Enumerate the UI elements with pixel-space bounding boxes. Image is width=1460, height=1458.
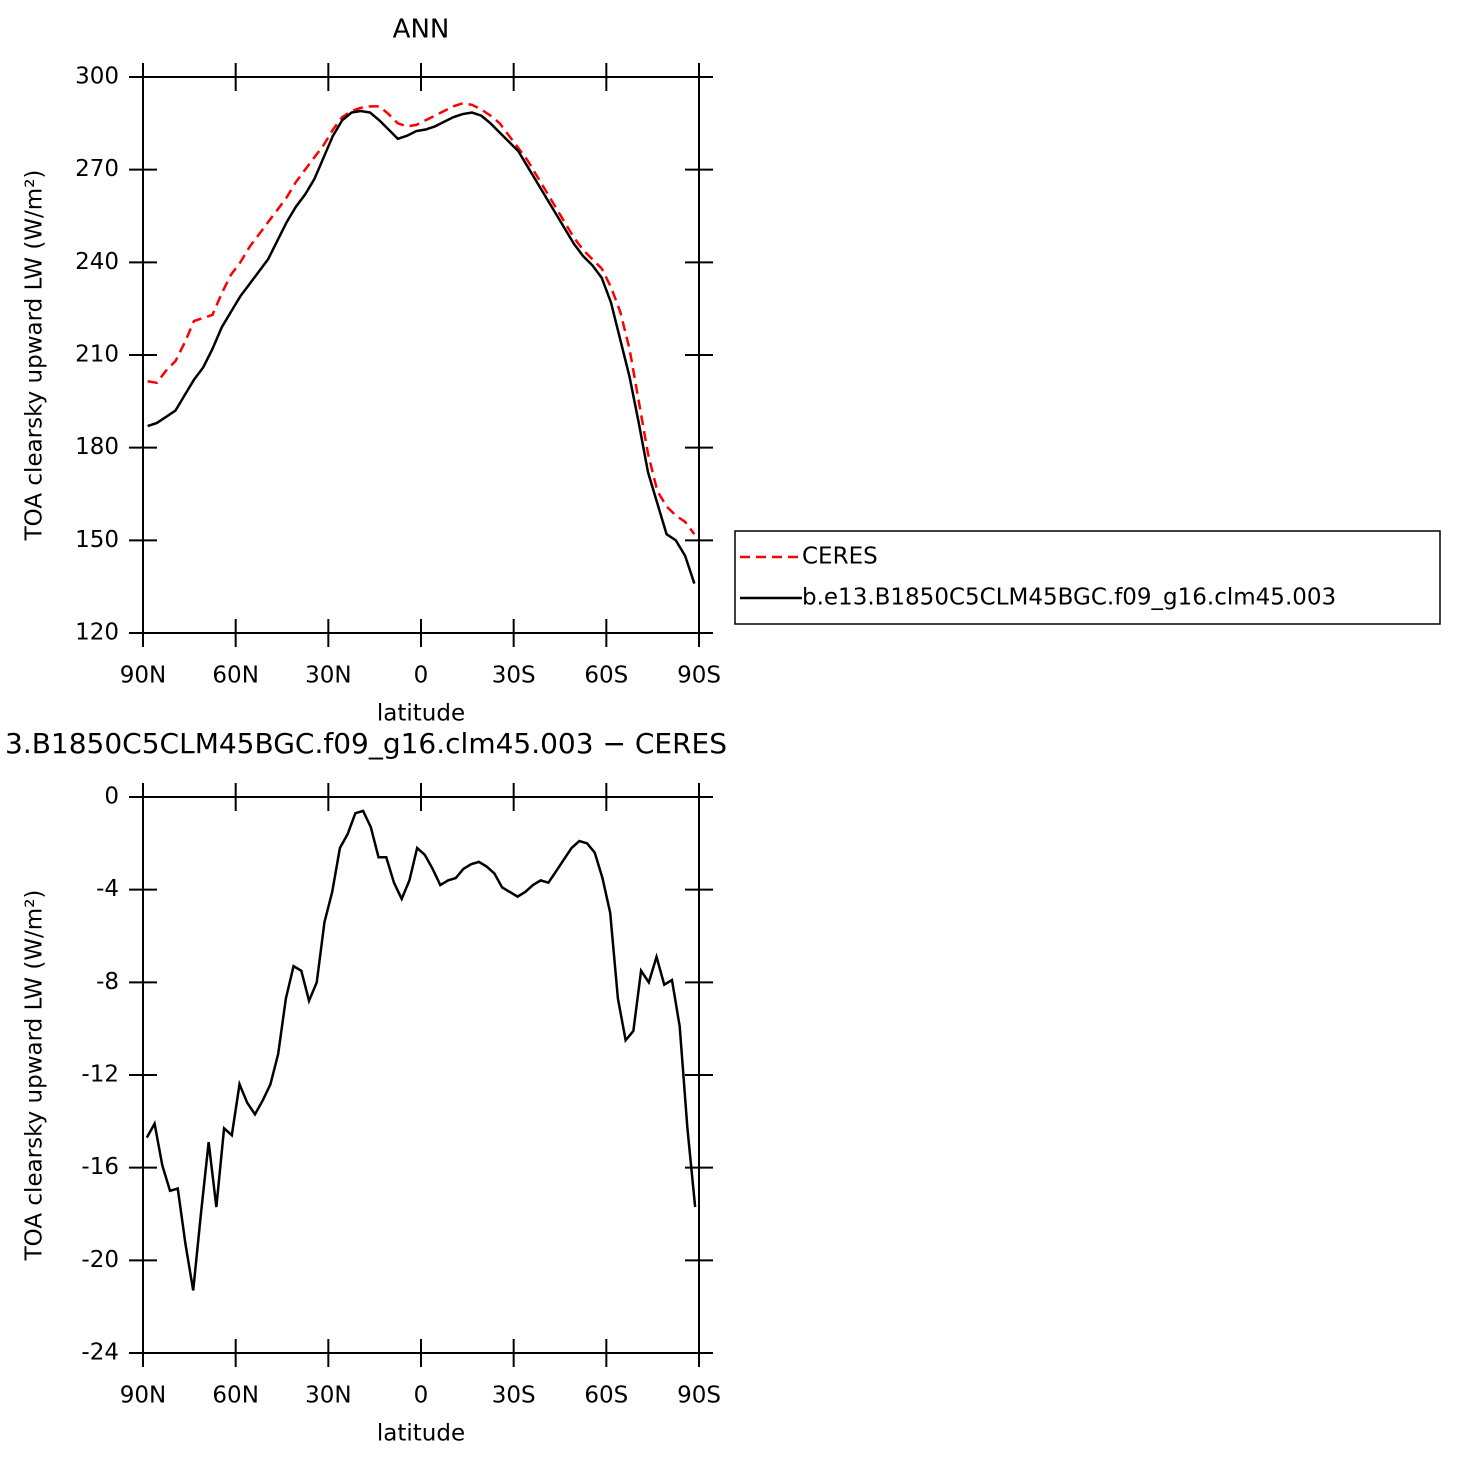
chart-title: 3.B1850C5CLM45BGC.f09_g16.clm45.003 − CE… [5, 727, 727, 760]
y-tick-label: -4 [96, 876, 119, 902]
y-tick-label: 210 [75, 342, 119, 368]
data-line [145, 809, 697, 1291]
x-tick-label: 30S [492, 1383, 536, 1409]
y-axis-label: TOA clearsky upward LW (W/m²) [22, 890, 48, 1262]
y-tick-label: 150 [75, 527, 119, 553]
x-tick-label: 60N [212, 663, 258, 689]
x-tick-label: 90N [120, 1383, 166, 1409]
x-tick-label: 90N [120, 663, 166, 689]
x-tick-label: 60S [584, 1383, 628, 1409]
plot-frame [142, 76, 700, 634]
x-axis-label: latitude [377, 1421, 465, 1447]
y-tick-label: 300 [75, 64, 119, 90]
x-tick-label: 60S [584, 663, 628, 689]
plot-frame [142, 796, 700, 1354]
y-axis-label: TOA clearsky upward LW (W/m²) [22, 170, 48, 542]
x-tick-label: 30S [492, 663, 536, 689]
legend-label: CERES [802, 544, 878, 570]
y-tick-label: 270 [75, 156, 119, 182]
x-tick-label: 0 [414, 1383, 429, 1409]
x-tick-label: 30N [305, 1383, 351, 1409]
chart-title: ANN [393, 15, 450, 45]
y-tick-label: 120 [75, 620, 119, 646]
x-tick-label: 90S [677, 663, 721, 689]
y-tick-label: -24 [81, 1340, 119, 1366]
y-tick-label: 180 [75, 434, 119, 460]
x-tick-label: 30N [305, 663, 351, 689]
legend-label: b.e13.B1850C5CLM45BGC.f09_g16.clm45.003 [802, 585, 1336, 611]
y-tick-label: -20 [81, 1247, 119, 1273]
data-line [147, 101, 696, 535]
y-tick-label: -16 [81, 1154, 119, 1180]
y-tick-label: 0 [104, 784, 119, 810]
x-axis-label: latitude [377, 701, 465, 727]
legend-box [734, 530, 1441, 625]
x-tick-label: 90S [677, 1383, 721, 1409]
data-line [147, 109, 696, 584]
x-tick-label: 60N [212, 1383, 258, 1409]
y-tick-label: -12 [81, 1062, 119, 1088]
y-tick-label: 240 [75, 249, 119, 275]
x-tick-label: 0 [414, 663, 429, 689]
y-tick-label: -8 [96, 969, 119, 995]
